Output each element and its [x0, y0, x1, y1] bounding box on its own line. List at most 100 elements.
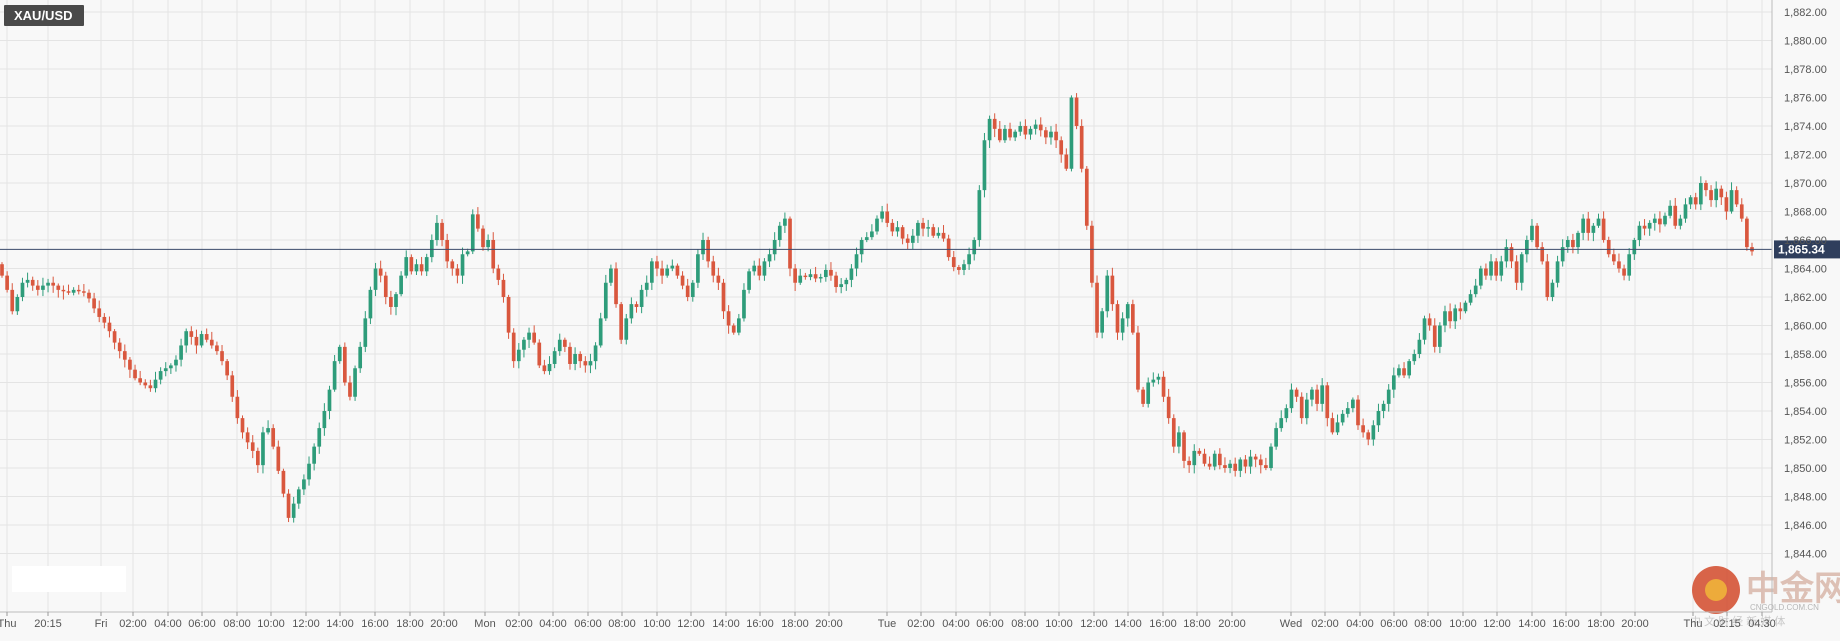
x-tick-label: 08:00 [608, 618, 636, 630]
candle-body [358, 346, 363, 369]
candle-body [240, 418, 245, 433]
candle-body [1284, 408, 1289, 419]
candle-body [153, 379, 158, 389]
candle-body [1243, 459, 1248, 467]
x-tick-label: 04:00 [154, 618, 182, 630]
candle-body [1171, 418, 1176, 447]
watermark-logo-text: 中金网 [1746, 569, 1840, 608]
candle-body [542, 365, 547, 372]
candle-body [936, 232, 941, 236]
x-tick-label: 14:00 [712, 618, 740, 630]
candle-body [650, 261, 654, 283]
candle-body [302, 479, 306, 490]
candle-body [793, 268, 797, 283]
candle-body [107, 322, 112, 332]
candle-body [1571, 240, 1575, 248]
candle-body [1484, 268, 1488, 276]
candle-body [1125, 304, 1130, 319]
x-tick-label: 12:00 [677, 618, 705, 630]
candle-body [829, 269, 833, 276]
candle-body [1432, 325, 1437, 347]
candle-body [117, 342, 122, 352]
candle-body [1514, 261, 1519, 283]
candle-body [532, 332, 537, 343]
candle-body [1356, 399, 1360, 426]
candle-body [312, 446, 316, 464]
candle-body [46, 282, 50, 286]
candle-body [174, 359, 178, 366]
candle-body [1591, 225, 1596, 233]
y-tick-label: 1,868.00 [1784, 207, 1827, 219]
candle-body [1274, 428, 1278, 447]
candle-body [1381, 403, 1386, 411]
candle-body [977, 190, 982, 240]
candle-body [767, 254, 772, 262]
candle-body [916, 222, 920, 236]
candle-body [1079, 126, 1084, 169]
candle-body [204, 334, 209, 340]
candle-body [834, 275, 838, 288]
candle-body [982, 140, 987, 191]
candle-body [25, 279, 30, 283]
candle-body [675, 265, 680, 276]
candle-body [1120, 318, 1125, 333]
candle-body [1499, 261, 1504, 276]
candle-body [225, 361, 229, 376]
candle-body [1632, 240, 1637, 255]
candle-body [946, 238, 951, 258]
candle-body [557, 339, 562, 352]
x-tick-label: 06:00 [188, 618, 216, 630]
x-tick-label: 12:00 [1080, 618, 1108, 630]
candle-body [905, 238, 910, 243]
candle-body [563, 339, 567, 347]
candle-body [348, 382, 352, 397]
candle-body [332, 361, 337, 390]
candle-body [1453, 308, 1458, 322]
candle-body [516, 349, 521, 362]
candle-body [87, 292, 91, 299]
candle-body [82, 291, 86, 293]
candle-body [1182, 432, 1186, 461]
x-tick-label: 10:00 [257, 618, 285, 630]
candle-body [1719, 188, 1724, 198]
candle-body [1698, 183, 1703, 205]
candle-body [1478, 268, 1483, 286]
candle-body [1223, 465, 1227, 468]
candle-body [1156, 376, 1161, 380]
candle-body [1555, 261, 1560, 283]
candle-body [394, 294, 398, 307]
candle-body [1299, 396, 1304, 419]
candle-body [706, 240, 710, 262]
candle-body [440, 222, 444, 240]
candle-body [476, 214, 480, 229]
candle-body [506, 297, 511, 333]
x-tick-label: Fri [95, 618, 108, 630]
candle-body [266, 428, 270, 433]
candle-body [1652, 218, 1657, 223]
candle-body [1709, 190, 1713, 201]
candle-body [1489, 261, 1493, 276]
y-tick-label: 1,856.00 [1784, 378, 1827, 390]
candle-body [291, 503, 296, 518]
candle-body [1340, 413, 1345, 423]
candle-body [823, 269, 828, 278]
candle-body [481, 228, 485, 248]
candle-body [455, 268, 460, 276]
candle-body [685, 285, 690, 297]
y-tick-label: 1,844.00 [1784, 549, 1827, 561]
candle-body [322, 411, 327, 429]
x-tick-label: 04:00 [942, 618, 970, 630]
candle-body [1054, 131, 1058, 141]
candle-body [445, 240, 450, 262]
candle-body [522, 339, 526, 350]
candle-body [603, 282, 608, 319]
candle-body [465, 251, 470, 255]
watermark-url: CNGOLD.COM.CN [1750, 603, 1819, 612]
candle-body [701, 240, 705, 255]
candle-body [1177, 432, 1181, 447]
candle-body [199, 334, 204, 346]
candle-body [875, 218, 879, 232]
x-tick-label: 02:00 [907, 618, 935, 630]
candle-body [972, 240, 977, 255]
candle-body [470, 214, 475, 252]
